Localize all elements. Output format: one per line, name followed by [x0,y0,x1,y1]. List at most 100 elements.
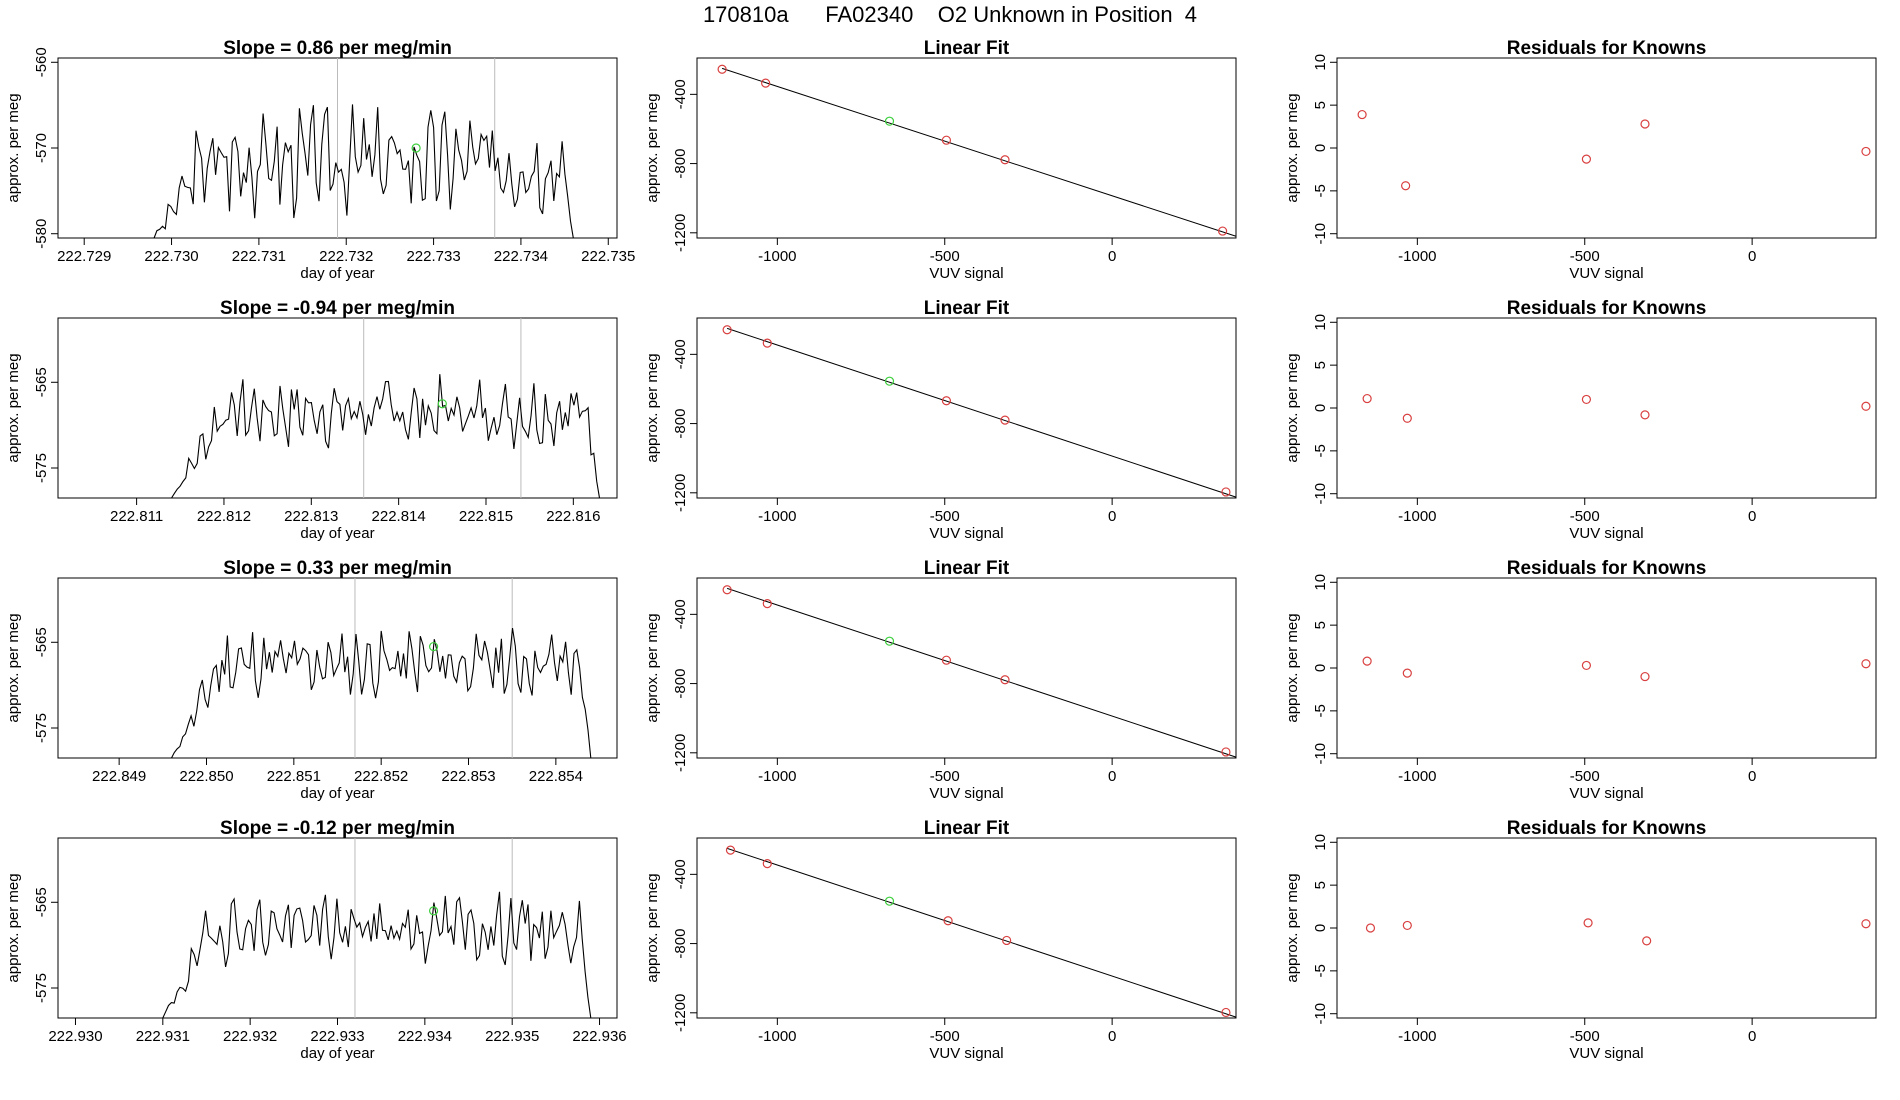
trace-2-unknown-point [437,399,447,409]
trace-1-xtick-label: 222.729 [57,248,111,265]
fit-2-ylabel: approx. per meg [644,353,661,462]
residuals-1-residual-point [1401,181,1411,191]
fit-1-ytick-label: -1200 [672,214,689,252]
fit-1-ytick-label: -400 [672,79,689,109]
trace-3-xtick-label: 222.854 [529,768,583,785]
residuals-3-ylabel: approx. per meg [1284,613,1301,722]
trace-4-xtick-label: 222.933 [310,1028,364,1045]
trace-4-xtick-label: 222.935 [485,1028,539,1045]
residuals-2-ytick-label: 5 [1312,361,1329,369]
fit-1-known-point [761,78,771,88]
residuals-1-xtick-label: -1000 [1398,248,1436,265]
trace-2-xtick-label: 222.816 [546,508,600,525]
fit-4-fit-line [726,847,1237,1018]
residuals-2-residual-point [1402,413,1412,423]
residuals-1-ytick-label: -5 [1312,184,1329,197]
fit-3-ytick-label: -400 [672,599,689,629]
fit-2-xlabel: VUV signal [929,525,1003,542]
residuals-2-xtick-label: 0 [1748,508,1756,525]
residuals-4-ytick-label: -10 [1312,1003,1329,1025]
trace-4-xtick-label: 222.931 [136,1028,190,1045]
residuals-4-ytick-label: 5 [1312,881,1329,889]
residuals-1-residual-point [1357,109,1367,120]
residuals-3-title: Residuals for Knowns [1507,558,1707,579]
trace-1-unknown-point [411,143,421,153]
trace-1-ytick-label: -570 [33,133,50,163]
residuals-2-residual-point [1861,401,1871,411]
residuals-2-ylabel: approx. per meg [1284,353,1301,462]
trace-2-xlabel: day of year [300,525,374,542]
trace-2-title: Slope = -0.94 per meg/min [220,298,455,319]
residuals-4-ytick-label: 10 [1312,834,1329,851]
residuals-1-ytick-label: 0 [1312,144,1329,152]
residuals-1-xtick-label: -500 [1570,248,1600,265]
fit-2-xtick-label: -1000 [758,508,796,525]
fit-4-xtick-label: 0 [1108,1028,1116,1045]
trace-3-xtick-label: 222.853 [441,768,495,785]
fit-2-fit-line [726,327,1237,498]
residuals-4-ytick-label: -5 [1312,964,1329,977]
fit-4-known-point [725,845,736,855]
residuals-2-xtick-label: -1000 [1398,508,1436,525]
residuals-3-ytick-label: -10 [1312,743,1329,765]
fit-2-ytick-label: -1200 [672,474,689,512]
residuals-1-xtick-label: 0 [1748,248,1756,265]
residuals-2-ytick-label: 0 [1312,404,1329,412]
residuals-3-xlabel: VUV signal [1569,785,1643,802]
residuals-4-frame [1336,837,1877,1019]
fit-2-ytick-label: -400 [672,339,689,369]
trace-2-ytick-label: -565 [33,367,50,397]
trace-1-xtick-label: 222.732 [319,248,373,265]
residuals-2-residual-point [1640,410,1650,420]
trace-1-xtick-label: 222.733 [406,248,460,265]
residuals-4-ylabel: approx. per meg [1284,873,1301,982]
trace-2-ytick-label: -575 [33,453,50,483]
fit-2-xtick-label: -500 [930,508,960,525]
trace-4-ylabel: approx. per meg [5,873,22,982]
fit-1-title: Linear Fit [924,38,1010,59]
trace-1-ytick-label: -560 [33,47,50,77]
residuals-4-xlabel: VUV signal [1569,1045,1643,1062]
residuals-3-ytick-label: 5 [1312,621,1329,629]
fit-4-ytick-label: -1200 [672,994,689,1032]
trace-3-xtick-label: 222.849 [92,768,146,785]
trace-3-frame [57,577,618,759]
fit-3-unknown-point [884,636,895,646]
trace-1-xtick-label: 222.730 [144,248,198,265]
residuals-1-ytick-label: -10 [1312,223,1329,245]
residuals-1-title: Residuals for Knowns [1507,38,1707,59]
residuals-2-title: Residuals for Knowns [1507,298,1707,319]
fit-1-xtick-label: -500 [930,248,960,265]
trace-4-xtick-label: 222.936 [572,1028,626,1045]
fit-2-ytick-label: -800 [672,409,689,439]
fit-3-xtick-label: -500 [930,768,960,785]
trace-4-xtick-label: 222.934 [398,1028,452,1045]
trace-2-trace-line [171,374,601,499]
figure-title: 170810a FA02340 O2 Unknown in Position 4 [702,2,1198,27]
trace-4-xlabel: day of year [300,1045,374,1062]
residuals-2-xlabel: VUV signal [1569,525,1643,542]
fit-2-known-point [762,338,772,348]
residuals-3-ytick-label: 10 [1312,574,1329,591]
residuals-4-residual-point [1642,936,1652,946]
fit-1-xlabel: VUV signal [929,265,1003,282]
trace-3-trace-line [171,628,592,759]
residuals-2-ytick-label: -5 [1312,444,1329,457]
residuals-3-residual-point [1640,671,1650,682]
trace-4-xtick-label: 222.930 [48,1028,102,1045]
residuals-2-frame [1336,317,1877,499]
fit-3-xtick-label: -1000 [758,768,796,785]
trace-1-trace-line [153,104,574,239]
trace-1-ylabel: approx. per meg [5,93,22,202]
trace-3-xtick-label: 222.851 [267,768,321,785]
trace-3-unknown-point [428,641,439,652]
fit-2-xtick-label: 0 [1108,508,1116,525]
trace-3-xtick-label: 222.852 [354,768,408,785]
fit-4-ytick-label: -800 [672,929,689,959]
fit-4-title: Linear Fit [924,818,1010,839]
residuals-1-residual-point [1581,154,1592,164]
trace-2-xtick-label: 222.812 [197,508,251,525]
trace-2-frame [57,317,618,499]
